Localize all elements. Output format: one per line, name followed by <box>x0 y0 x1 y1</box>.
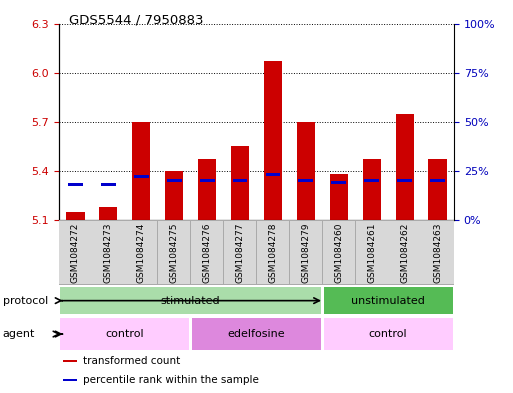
Text: GSM1084278: GSM1084278 <box>268 223 278 283</box>
Bar <box>388 221 421 284</box>
Bar <box>257 221 289 284</box>
Bar <box>264 61 282 220</box>
Bar <box>191 220 224 285</box>
Bar <box>331 181 346 184</box>
Bar <box>60 221 92 284</box>
Text: control: control <box>369 329 407 339</box>
Bar <box>132 122 150 220</box>
Text: agent: agent <box>3 329 35 339</box>
Text: control: control <box>106 329 144 339</box>
Bar <box>158 220 191 285</box>
Bar <box>224 221 256 284</box>
Bar <box>61 287 321 314</box>
Text: GSM1084274: GSM1084274 <box>137 223 146 283</box>
Bar <box>224 220 256 285</box>
Text: GSM1084277: GSM1084277 <box>235 223 245 283</box>
Bar <box>430 179 445 182</box>
Text: GSM1084262: GSM1084262 <box>400 223 409 283</box>
Bar <box>324 318 452 350</box>
Bar <box>101 183 116 186</box>
Bar <box>397 179 412 182</box>
Bar <box>200 179 214 182</box>
Text: GSM1084273: GSM1084273 <box>104 223 113 283</box>
Bar <box>421 220 454 285</box>
Text: GSM1084272: GSM1084272 <box>71 223 80 283</box>
Bar <box>59 220 92 285</box>
Text: GSM1084276: GSM1084276 <box>203 223 212 283</box>
Bar <box>66 212 85 220</box>
Bar <box>363 160 381 220</box>
Bar <box>388 220 421 285</box>
Bar <box>421 221 453 284</box>
Text: edelfosine: edelfosine <box>228 329 285 339</box>
Bar <box>100 207 117 220</box>
Bar <box>167 179 182 182</box>
Text: GSM1084260: GSM1084260 <box>334 223 343 283</box>
Text: GDS5544 / 7950883: GDS5544 / 7950883 <box>69 14 204 27</box>
Text: GSM1084261: GSM1084261 <box>367 223 376 283</box>
Bar <box>92 220 125 285</box>
Text: protocol: protocol <box>3 296 48 306</box>
Bar <box>134 175 149 178</box>
Bar <box>396 114 413 220</box>
Bar <box>289 220 322 285</box>
Bar <box>63 378 77 381</box>
Bar <box>92 221 125 284</box>
Bar <box>191 221 223 284</box>
Bar <box>256 220 289 285</box>
Bar <box>63 360 77 362</box>
Bar <box>165 171 183 220</box>
Text: stimulated: stimulated <box>161 296 221 306</box>
Bar <box>299 179 313 182</box>
Bar <box>158 221 190 284</box>
Bar <box>232 179 247 182</box>
Bar <box>428 160 447 220</box>
Bar <box>355 220 388 285</box>
Text: GSM1084279: GSM1084279 <box>301 223 310 283</box>
Bar <box>330 174 348 220</box>
Bar <box>297 122 315 220</box>
Bar <box>61 318 189 350</box>
Bar <box>198 160 216 220</box>
Text: transformed count: transformed count <box>83 356 181 366</box>
Bar <box>266 173 281 176</box>
Bar <box>125 220 158 285</box>
Bar <box>322 220 355 285</box>
Bar <box>323 221 355 284</box>
Bar <box>231 146 249 220</box>
Bar <box>290 221 322 284</box>
Text: GSM1084275: GSM1084275 <box>170 223 179 283</box>
Bar <box>364 179 379 182</box>
Bar <box>192 318 321 350</box>
Bar <box>125 221 157 284</box>
Text: GSM1084263: GSM1084263 <box>433 223 442 283</box>
Text: percentile rank within the sample: percentile rank within the sample <box>83 375 259 385</box>
Text: unstimulated: unstimulated <box>351 296 425 306</box>
Bar <box>68 183 83 186</box>
Bar <box>324 287 452 314</box>
Bar <box>356 221 388 284</box>
